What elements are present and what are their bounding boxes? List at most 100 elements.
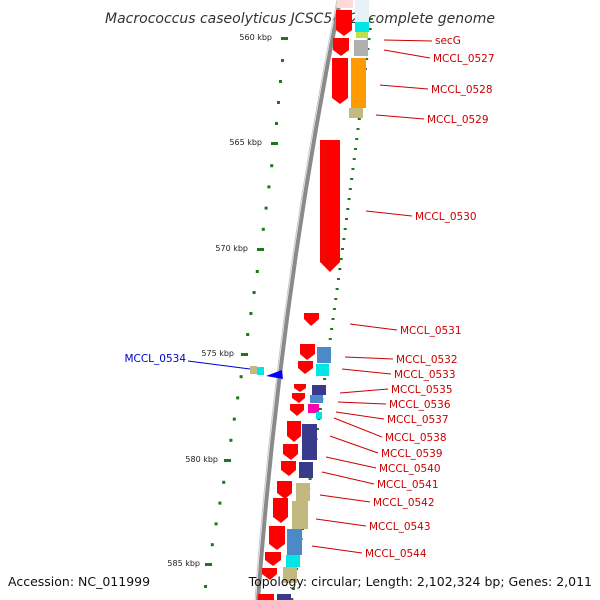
track-dot (348, 188, 352, 190)
gene-arrow (283, 444, 298, 460)
gene-label-mccl-0536[interactable]: MCCL_0536 (389, 399, 451, 411)
major-tick-570 (257, 248, 264, 251)
minor-tick (277, 101, 280, 104)
gene-label-mccl-0533[interactable]: MCCL_0533 (394, 369, 456, 381)
track-dot (336, 278, 340, 280)
minor-tick (246, 333, 250, 336)
major-tick-565 (271, 142, 278, 145)
label-connector (344, 356, 394, 360)
gene-label-mccl-0532[interactable]: MCCL_0532 (396, 354, 458, 366)
track-dot (354, 148, 358, 150)
gene-arrow (265, 552, 281, 566)
major-tick-585 (205, 563, 212, 566)
gene-arrow (300, 344, 315, 360)
topology-text: Topology: circular; Length: 2,102,324 bp… (248, 574, 592, 589)
track-dot (323, 378, 327, 380)
gene-label-mccl-0539[interactable]: MCCL_0539 (381, 448, 443, 460)
gene-domain (292, 501, 308, 529)
gene-label-mccl-0544[interactable]: MCCL_0544 (365, 548, 427, 560)
minor-tick (204, 585, 207, 588)
track-dot (357, 118, 361, 120)
track-dot (334, 298, 338, 300)
major-tick-575 (241, 353, 248, 356)
scale-label-560: 560 kbp (239, 33, 272, 42)
label-connector (325, 456, 377, 469)
label-connector (379, 84, 429, 90)
gene-label-mccl-0538[interactable]: MCCL_0538 (385, 432, 447, 444)
gene-label-mccl-0541[interactable]: MCCL_0541 (377, 479, 439, 491)
track-dot (339, 258, 343, 260)
minor-tick (232, 417, 236, 421)
minor-tick (210, 543, 214, 547)
gene-domain (286, 555, 300, 567)
track-dot (365, 58, 369, 60)
gene-arrow (332, 58, 348, 104)
scale-ticks: 560 kbp 565 kbp 570 kbp 575 kbp 580 kbp … (167, 18, 373, 600)
track-dot (347, 198, 351, 200)
gene-arrow (337, 0, 353, 8)
label-connector (383, 39, 433, 42)
gene-label-mccl-0531[interactable]: MCCL_0531 (400, 325, 462, 337)
gene-domain (310, 395, 323, 403)
track-dot (369, 18, 373, 20)
track-dot (330, 328, 334, 330)
track-dot (355, 138, 359, 140)
label-connector (339, 388, 389, 394)
gene-arrow (333, 38, 349, 56)
minor-tick (252, 291, 256, 294)
track-dot (342, 238, 346, 240)
label-connector (349, 323, 398, 331)
scale-label-565: 565 kbp (229, 138, 262, 147)
track-dot (328, 338, 332, 340)
scale-label-575: 575 kbp (201, 349, 234, 358)
minor-tick (261, 227, 265, 231)
minor-tick (236, 396, 240, 400)
gene-label-mccl-0527[interactable]: MCCL_0527 (433, 53, 495, 65)
minor-tick (229, 438, 233, 442)
major-tick-560 (281, 37, 288, 40)
minor-tick (222, 480, 226, 484)
genome-backbone (256, 0, 342, 600)
gene-arrow (269, 526, 285, 550)
gene-arrow (287, 421, 301, 442)
gene-arrow (292, 393, 305, 403)
track-dot (352, 158, 356, 160)
label-connector (335, 411, 385, 420)
gene-label-mccl-0543[interactable]: MCCL_0543 (369, 521, 431, 533)
track-dot (356, 128, 360, 130)
minor-tick (267, 185, 271, 189)
gene-arrow (290, 404, 304, 416)
gene-domain (355, 0, 369, 22)
track-dot (290, 598, 294, 600)
track-dot (291, 588, 295, 590)
gene-label-mccl-0542[interactable]: MCCL_0542 (373, 497, 435, 509)
label-connector (375, 114, 425, 120)
minor-tick (275, 122, 278, 125)
gene-label-mccl-0528[interactable]: MCCL_0528 (431, 84, 493, 96)
gene-arrow (336, 10, 352, 36)
gene-domain (351, 58, 366, 108)
gene-arrow (262, 568, 277, 580)
minor-tick (239, 375, 243, 379)
track-dot (338, 268, 342, 270)
gene-label-mccl-0529[interactable]: MCCL_0529 (427, 114, 489, 126)
gene-label-mccl-0530[interactable]: MCCL_0530 (415, 211, 477, 223)
gene-domain (296, 483, 310, 501)
minor-tick (214, 522, 218, 526)
label-connector (187, 360, 251, 370)
gene-domain (312, 385, 326, 395)
gene-label-secG[interactable]: secG (435, 35, 461, 47)
track-dot (332, 308, 336, 310)
gene-label-mccl-0534[interactable]: MCCL_0534 (124, 353, 186, 365)
track-dot (344, 218, 348, 220)
minor-tick (281, 59, 284, 62)
gene-domain (354, 40, 368, 56)
gene-label-mccl-0540[interactable]: MCCL_0540 (379, 463, 441, 475)
gene-domain (302, 424, 317, 460)
gene-label-mccl-0535[interactable]: MCCL_0535 (391, 384, 453, 396)
gene-label-mccl-0537[interactable]: MCCL_0537 (387, 414, 449, 426)
gene-arrow-shade (322, 142, 327, 262)
gene-arrow (277, 481, 292, 499)
track-dot (351, 168, 355, 170)
gene-arrow (304, 313, 319, 326)
